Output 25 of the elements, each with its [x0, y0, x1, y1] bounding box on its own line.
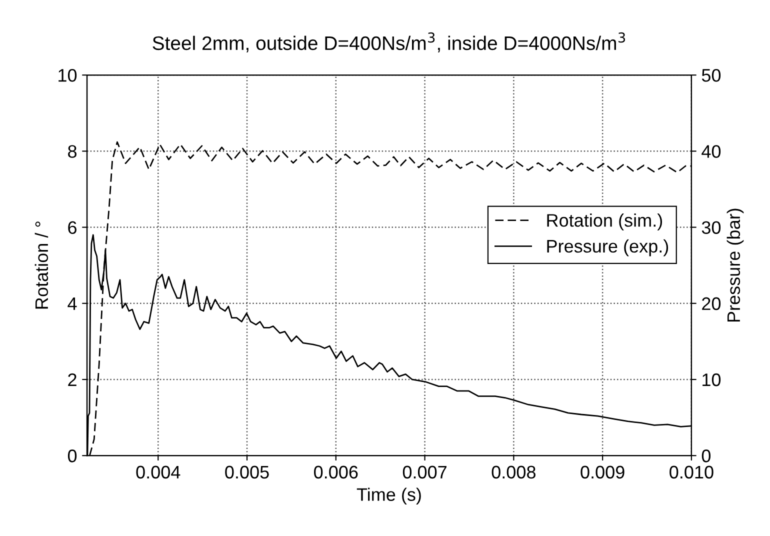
y2-tick-label: 30	[702, 221, 721, 234]
legend-label: Rotation (sim.)	[547, 214, 662, 230]
y2-tick-label: 0	[702, 450, 711, 462]
y2-tick-label: 10	[702, 373, 721, 386]
x-tick-label: 0.006	[314, 466, 358, 479]
y-axis-title: Rotation / °	[34, 222, 48, 309]
y2-tick-label: 20	[702, 297, 721, 310]
y-tick-label: 6	[68, 221, 76, 234]
y2-axis-title: Pressure (bar)	[726, 208, 744, 322]
x-tick-label: 0.004	[136, 466, 180, 479]
y2-tick-label: 40	[702, 145, 721, 158]
y-tick-label: 8	[68, 145, 77, 158]
y-tick-label: 2	[68, 373, 76, 386]
legend-label: Pressure (exp.)	[547, 239, 668, 256]
y-tick-label: 4	[68, 297, 77, 310]
x-tick-label: 0.009	[580, 466, 624, 479]
chart-title: Steel 2mm, outside D=400Ns/m$^{3}$, inside D=4000Ns/m$^{3}$	[152, 32, 626, 52]
x-tick-label: 0.007	[402, 466, 446, 479]
y-tick-label: 10	[58, 68, 77, 82]
y-tick-label: 0	[68, 450, 77, 462]
x-axis-title: Time (s)	[356, 488, 421, 505]
x-tick-label: 0.010	[670, 466, 714, 479]
y2-tick-label: 50	[702, 68, 721, 82]
x-tick-label: 0.005	[225, 466, 269, 479]
x-tick-label: 0.008	[492, 466, 536, 479]
